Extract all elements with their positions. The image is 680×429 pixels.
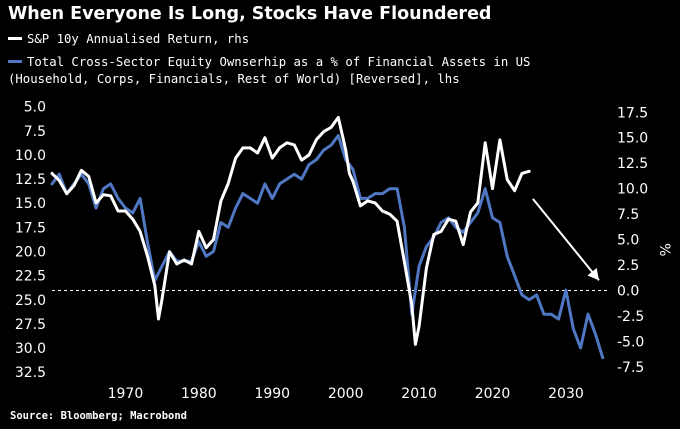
x-axis-tick-label: 1970	[108, 386, 144, 402]
source-note: Source: Bloomberg; Macrobond	[10, 410, 188, 422]
legend-label-sp-return: S&P 10y Annualised Return, rhs	[27, 32, 250, 46]
right-axis-tick-label: 0.0	[617, 283, 639, 299]
left-axis-tick-label: 5.0	[24, 100, 46, 116]
trend-arrow-shaft	[532, 198, 600, 281]
x-axis-tick-label: 2020	[475, 386, 511, 402]
left-axis-tick-label: 15.0	[15, 196, 46, 212]
right-axis-tick-label: -5.0	[617, 334, 644, 350]
left-axis-tick-label: 25.0	[15, 293, 46, 309]
legend-item-sp-return: S&P 10y Annualised Return, rhs	[8, 32, 249, 46]
series-line-sp-return	[50, 115, 531, 346]
right-axis-tick-label: 10.0	[617, 182, 648, 198]
legend-swatch-white	[8, 37, 22, 40]
x-axis-tick-label: 2010	[401, 386, 437, 402]
legend-swatch-blue	[8, 60, 22, 63]
x-axis-tick-label: 1990	[254, 386, 290, 402]
right-axis-tick-label: -2.5	[617, 309, 644, 325]
right-axis-tick-label: 15.0	[617, 131, 648, 147]
right-axis-tick-label: 7.5	[617, 207, 639, 223]
legend-item-equity-ownership-line2: (Household, Corps, Financials, Rest of W…	[8, 72, 460, 86]
left-axis-tick-label: 10.0	[15, 148, 46, 164]
right-axis-tick-label: 17.5	[617, 105, 648, 121]
left-axis-tick-label: 12.5	[15, 172, 46, 188]
left-axis-tick-label: 17.5	[15, 220, 46, 236]
right-axis-tick-label: -7.5	[617, 360, 644, 376]
right-axis-tick-label: 12.5	[617, 156, 648, 172]
left-axis-tick-label: 30.0	[15, 341, 46, 357]
series-line-equity-ownership	[50, 134, 605, 360]
axis-layer: 5.0 7.5 10.0 12.5 15.0 17.5 20.0 22.5 25.0 27.5 30…	[15, 100, 672, 402]
x-axis-tick-label: 2000	[328, 386, 364, 402]
right-axis-tick-label: 5.0	[617, 233, 639, 249]
legend-item-equity-ownership: Total Cross-Sector Equity Ownserhip as a…	[8, 55, 530, 69]
trend-arrow-head	[587, 267, 599, 281]
x-axis-tick-label: 2030	[548, 386, 584, 402]
legend-label-equity-ownership: Total Cross-Sector Equity Ownserhip as a…	[27, 55, 531, 69]
x-axis-tick-label: 1980	[181, 386, 217, 402]
annotation-layer	[532, 198, 600, 281]
left-axis-tick-label: 7.5	[24, 124, 46, 140]
chart-title: When Everyone Is Long, Stocks Have Floun…	[8, 4, 492, 24]
legend-label-equity-ownership-line2: (Household, Corps, Financials, Rest of W…	[8, 72, 460, 86]
series-layer	[50, 115, 605, 360]
right-axis-tick-label: 2.5	[617, 258, 639, 274]
left-axis-tick-label: 20.0	[15, 244, 46, 260]
right-axis-unit-label: %	[656, 243, 672, 256]
left-axis-tick-label: 22.5	[15, 269, 46, 285]
left-axis-tick-label: 32.5	[15, 365, 46, 381]
left-axis-tick-label: 27.5	[15, 317, 46, 333]
